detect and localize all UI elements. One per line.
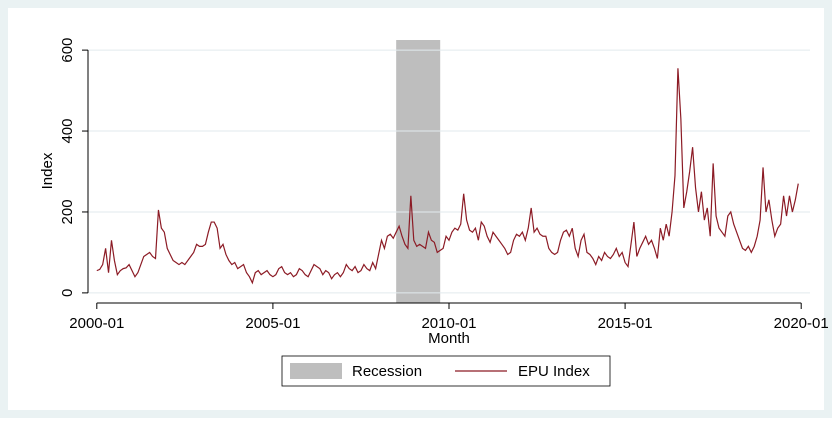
x-tick-label: 2010-01	[421, 315, 476, 332]
x-tick-label: 2015-01	[598, 315, 653, 332]
recession-band	[396, 40, 441, 303]
y-tick-label: 400	[59, 119, 76, 144]
x-tick-label: 2000-01	[69, 315, 124, 332]
x-axis-label: Month	[428, 330, 470, 347]
y-tick-label: 200	[59, 199, 76, 224]
legend-label: Recession	[352, 363, 422, 380]
legend-swatch	[290, 363, 342, 379]
x-tick-label: 2020-01	[774, 315, 829, 332]
legend-label: EPU Index	[518, 363, 590, 380]
x-tick-label: 2005-01	[245, 315, 300, 332]
y-tick-label: 600	[59, 38, 76, 63]
y-axis-label: Index	[39, 152, 56, 189]
y-tick-label: 0	[59, 289, 76, 297]
series-line	[96, 68, 799, 285]
